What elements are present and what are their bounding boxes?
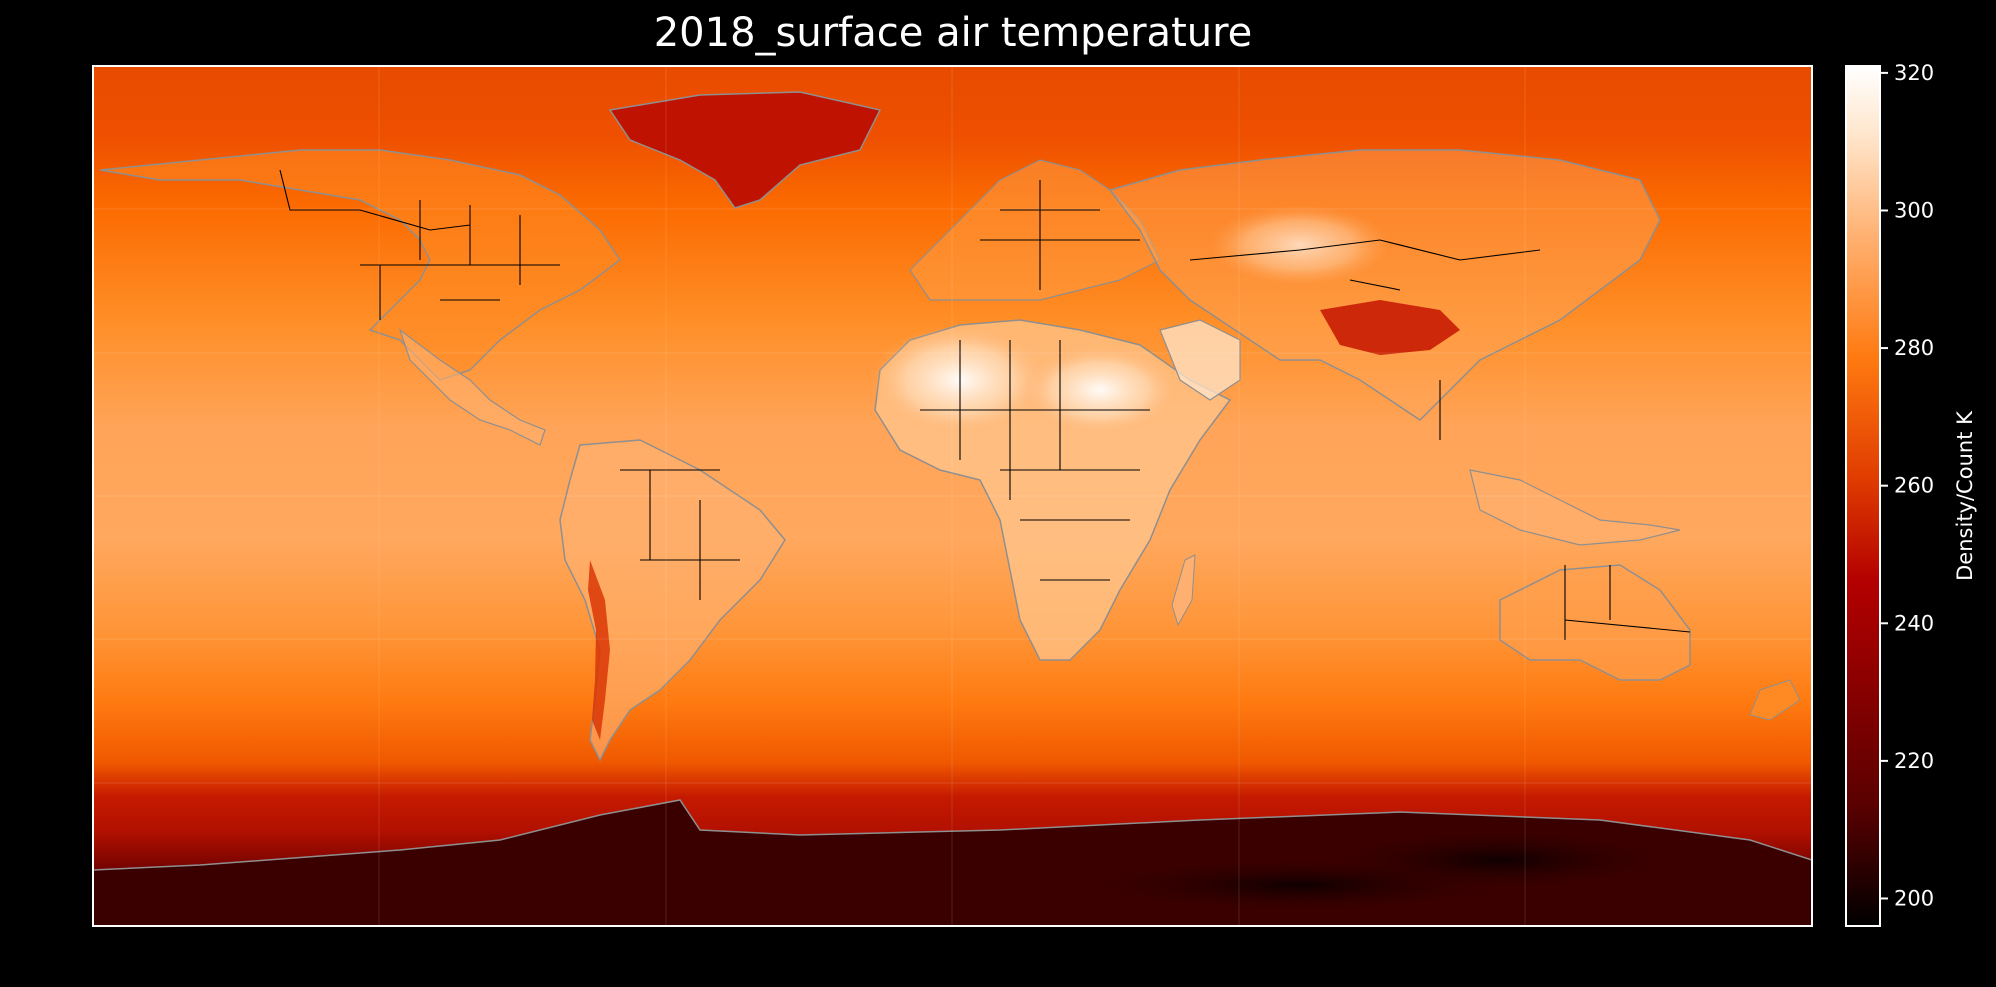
colorbar-label: Density/Count K [1953, 410, 1977, 581]
map-frame [92, 65, 1813, 927]
colorbar-tick-label: 300 [1894, 198, 1934, 222]
colorbar-tick-label: 280 [1894, 336, 1934, 360]
graticule [93, 66, 1812, 926]
arabian-peninsula [1159, 319, 1241, 401]
map-panel [93, 66, 1812, 926]
europe [909, 159, 1161, 301]
colorbar-tick-label: 260 [1894, 474, 1934, 498]
colorbar-tick-label: 320 [1894, 61, 1934, 85]
andes-cold-strip [588, 560, 610, 740]
colorbar-tick-label: 200 [1894, 886, 1934, 910]
colorbar-tick-label: 220 [1894, 749, 1934, 773]
colorbar-ticks: 200 220 240 260 280 300 320 [1880, 61, 1934, 910]
colorbar: 200 220 240 260 280 300 320 Density/Count K [1845, 61, 1977, 927]
madagascar [1171, 554, 1196, 627]
indonesia [1469, 469, 1681, 546]
central-america [398, 328, 546, 446]
country-borders [279, 169, 1691, 640]
south-america [559, 439, 786, 762]
colorbar-tick-label: 240 [1894, 611, 1934, 635]
tibetan-plateau [1320, 300, 1460, 355]
new-zealand [1749, 679, 1801, 721]
page-title: 2018_surface air temperature [653, 10, 1253, 56]
colorbar-gradient [1845, 65, 1881, 927]
greenland [608, 91, 882, 209]
